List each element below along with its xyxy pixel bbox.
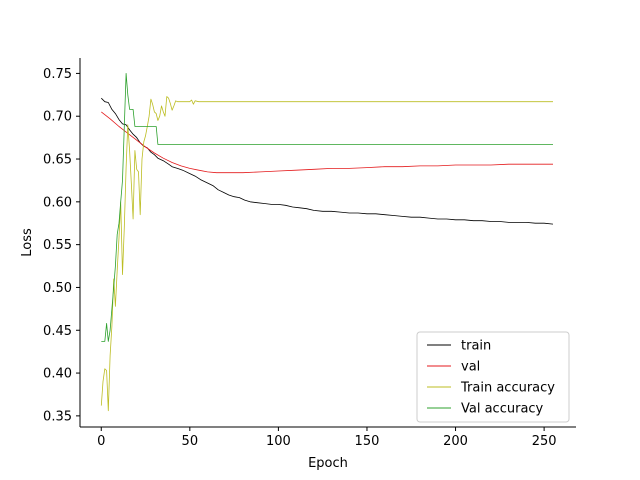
legend: train val Train accuracy Val accuracy xyxy=(416,331,570,423)
y-tick-label: 0.75 xyxy=(43,67,72,82)
legend-label-val-accuracy: Val accuracy xyxy=(461,402,544,417)
series-line-train-accuracy xyxy=(100,96,553,412)
legend-label-train: train xyxy=(461,339,491,354)
series-line-val-accuracy xyxy=(101,73,553,342)
y-tick-label: 0.50 xyxy=(43,281,72,296)
legend-label-val: val xyxy=(461,360,480,375)
series-line-val xyxy=(101,111,553,174)
y-axis-title: Loss xyxy=(20,228,35,257)
y-tick-label: 0.70 xyxy=(43,110,72,125)
axes: 0 50 100 150 200 250 0.35 0.40 0.45 0.50 0.55 0.60… xyxy=(43,58,576,449)
legend-label-train-accuracy: Train accuracy xyxy=(460,381,555,396)
y-tick-label: 0.45 xyxy=(43,324,72,339)
x-ticks: 0 50 100 150 200 250 xyxy=(97,427,557,449)
y-tick-label: 0.65 xyxy=(43,153,72,168)
x-tick-label: 200 xyxy=(443,434,468,449)
x-tick-label: 100 xyxy=(266,434,291,449)
y-tick-label: 0.60 xyxy=(43,195,72,210)
y-tick-label: 0.40 xyxy=(43,367,72,382)
x-axis-title: Epoch xyxy=(308,456,348,471)
plot-lines xyxy=(100,73,554,412)
y-tick-label: 0.55 xyxy=(43,238,72,253)
x-tick-label: 150 xyxy=(355,434,380,449)
x-tick-label: 250 xyxy=(532,434,557,449)
y-ticks: 0.35 0.40 0.45 0.50 0.55 0.60 0.65 0.70 0.75 xyxy=(43,67,80,424)
legend-box xyxy=(416,331,570,423)
y-tick-label: 0.35 xyxy=(43,409,72,424)
x-tick-label: 0 xyxy=(97,434,105,449)
x-tick-label: 50 xyxy=(182,434,199,449)
